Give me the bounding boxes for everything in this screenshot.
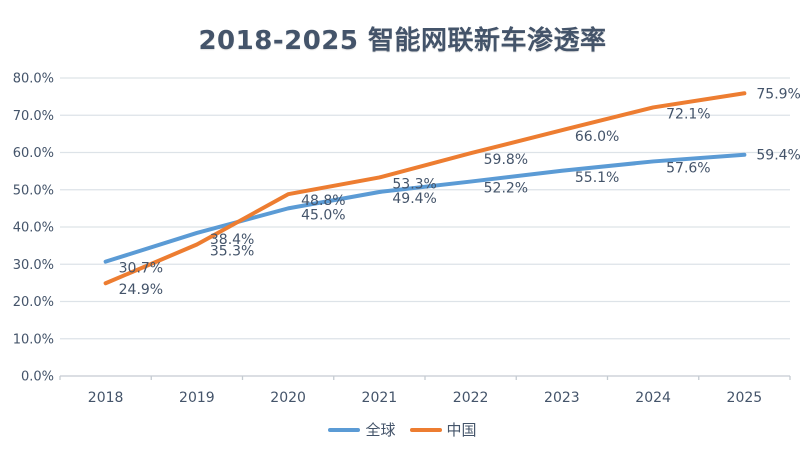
x-tick-label: 2018: [88, 390, 124, 406]
x-tick-label: 2021: [362, 390, 398, 406]
y-tick-label: 10.0%: [13, 332, 54, 347]
data-label: 45.0%: [301, 207, 345, 223]
x-tick-label: 2022: [453, 390, 489, 406]
legend: 全球 中国: [0, 419, 805, 440]
data-label: 75.9%: [756, 86, 800, 102]
data-label: 49.4%: [392, 191, 436, 207]
data-label: 53.3%: [392, 176, 436, 192]
series-line-0: [103, 152, 747, 264]
legend-swatch-global-icon: [328, 427, 361, 432]
x-tick-label: 2020: [270, 390, 306, 406]
chart-title: 2018-2025 智能网联新车渗透率: [198, 26, 607, 56]
data-label: 55.1%: [575, 170, 619, 186]
y-tick-label: 70.0%: [13, 109, 54, 124]
y-tick-label: 30.0%: [13, 258, 54, 273]
legend-swatch-china-icon: [409, 427, 442, 432]
data-label: 52.2%: [484, 181, 528, 197]
x-tick-label: 2025: [727, 390, 763, 406]
y-tick-label: 40.0%: [13, 221, 54, 236]
x-tick-label: 2024: [635, 390, 671, 406]
y-tick-label: 80.0%: [13, 72, 54, 87]
y-tick-label: 50.0%: [13, 183, 54, 198]
x-tick-label: 2019: [179, 390, 215, 406]
legend-item-global: 全球: [328, 419, 396, 440]
data-label: 72.1%: [666, 106, 710, 122]
data-label: 48.8%: [301, 193, 345, 209]
legend-label-global: 全球: [365, 421, 396, 439]
y-tick-label: 0.0%: [21, 370, 54, 385]
data-label: 24.9%: [119, 282, 163, 298]
x-tick-label: 2023: [544, 390, 580, 406]
series-line-1: [103, 91, 747, 286]
data-label: 66.0%: [575, 129, 619, 145]
data-label: 59.4%: [756, 148, 800, 164]
data-label: 57.6%: [666, 160, 710, 176]
data-label: 59.8%: [484, 152, 528, 168]
legend-label-china: 中国: [446, 421, 477, 439]
y-tick-label: 60.0%: [13, 146, 54, 161]
data-label: 35.3%: [210, 244, 254, 260]
y-tick-label: 20.0%: [13, 295, 54, 310]
data-label: 30.7%: [119, 261, 163, 277]
legend-item-china: 中国: [409, 419, 477, 440]
data-label: 38.4%: [210, 232, 254, 248]
